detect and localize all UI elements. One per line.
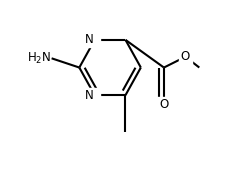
Bar [87, 88, 100, 104]
Bar [87, 31, 100, 47]
Text: N: N [85, 89, 94, 103]
Text: O: O [181, 50, 190, 63]
Text: $\mathregular{H_2N}$: $\mathregular{H_2N}$ [27, 51, 52, 66]
Text: O: O [159, 98, 168, 111]
Text: N: N [85, 33, 94, 46]
Bar [179, 49, 192, 64]
Bar [157, 97, 170, 112]
